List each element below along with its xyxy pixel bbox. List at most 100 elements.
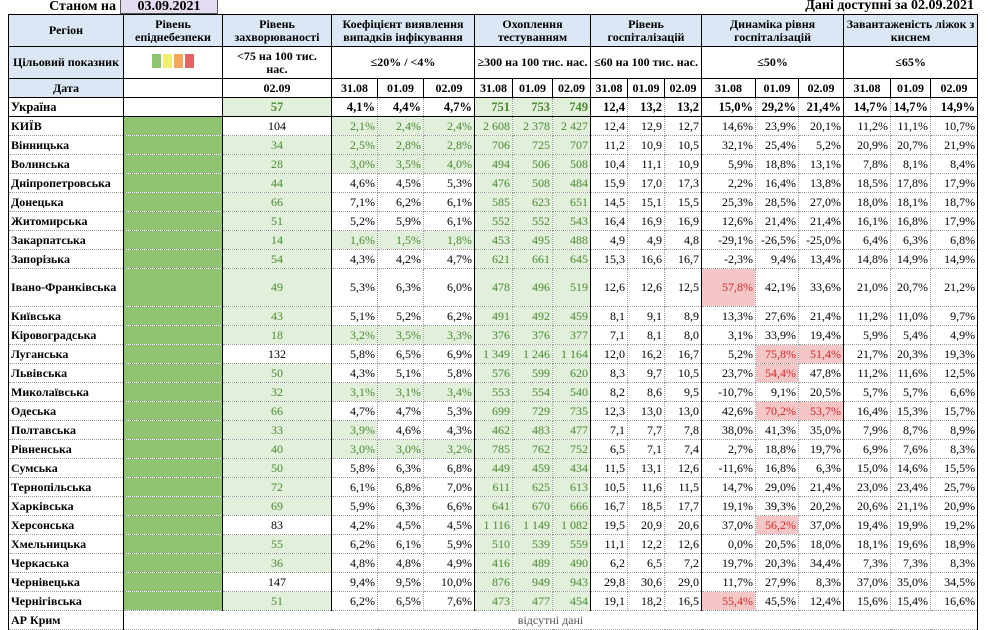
date-d3: 02.09: [798, 78, 845, 98]
as-of-label: Станом на: [49, 0, 116, 14]
hosp-cell: 16,2: [627, 344, 666, 364]
table-row: Полтавська 33 3,9% 4,6% 4,3% 462 483 477 7,1 7,7 7…: [8, 420, 979, 440]
testing-cell: 599: [512, 363, 554, 383]
hosp-cell: 11,5: [590, 458, 629, 478]
epid-level-cell: [123, 306, 223, 326]
epid-level-cell: [123, 97, 223, 117]
target-dyn: ≤50%: [701, 46, 845, 79]
dyn-cell: 34,4%: [798, 553, 845, 573]
region-name: Україна: [8, 97, 124, 117]
epid-level-cell: [123, 420, 223, 440]
testing-cell: 552: [512, 211, 554, 231]
testing-cell: 553: [474, 382, 514, 402]
beds-cell: 20,3%: [890, 344, 932, 364]
dyn-cell: 25,3%: [701, 192, 757, 212]
coeff-cell: 5,3%: [331, 268, 378, 307]
beds-cell: 19,2%: [930, 515, 979, 535]
hosp-cell: 15,3: [590, 249, 629, 269]
coeff-cell: 6,2%: [422, 306, 476, 326]
coeff-cell: 4,7%: [377, 401, 424, 421]
dyn-cell: 27,6%: [755, 306, 800, 326]
epid-level-cell: [123, 572, 223, 592]
beds-cell: 20,9%: [930, 496, 979, 516]
testing-cell: 506: [512, 154, 554, 174]
region-name: Дніпропетровська: [8, 173, 124, 193]
dyn-cell: 13,3%: [701, 306, 757, 326]
dyn-cell: 16,8%: [755, 458, 800, 478]
dyn-cell: 18,8%: [755, 154, 800, 174]
hosp-cell: 4,9: [590, 230, 629, 250]
dyn-cell: 6,3%: [798, 458, 845, 478]
region-name: Львівська: [8, 363, 124, 383]
dyn-cell: 5,2%: [701, 344, 757, 364]
coeff-cell: 6,8%: [377, 477, 424, 497]
testing-cell: 484: [552, 173, 592, 193]
incidence-cell: 50: [222, 363, 332, 383]
testing-cell: 490: [552, 553, 592, 573]
hosp-cell: 16,9: [664, 211, 703, 231]
beds-cell: 11,6%: [890, 363, 932, 383]
date-d2: 01.09: [627, 78, 666, 98]
dyn-cell: 53,7%: [798, 401, 845, 421]
testing-cell: 625: [512, 477, 554, 497]
hosp-cell: 10,5: [590, 477, 629, 497]
table-row: Луганська 132 5,8% 6,5% 6,9% 1 349 1 246 1 164 1…: [8, 344, 979, 364]
hosp-cell: 10,4: [590, 154, 629, 174]
beds-cell: 17,9%: [930, 173, 979, 193]
beds-cell: 21,1%: [890, 496, 932, 516]
table-row: Харківська 69 5,9% 6,3% 6,6% 641 670 666 16,7 18,…: [8, 496, 979, 516]
testing-cell: 621: [474, 249, 514, 269]
incidence-cell: 66: [222, 401, 332, 421]
testing-cell: 729: [512, 401, 554, 421]
beds-cell: 5,7%: [890, 382, 932, 402]
beds-cell: 6,8%: [930, 230, 979, 250]
dyn-cell: 8,3%: [798, 572, 845, 592]
dyn-cell: 20,5%: [798, 382, 845, 402]
testing-cell: 707: [552, 135, 592, 155]
epid-level-cell: [123, 249, 223, 269]
beds-cell: 21,7%: [843, 344, 892, 364]
dyn-cell: 3,1%: [701, 325, 757, 345]
header-incidence: Рівень захворюваності: [222, 14, 332, 47]
target-beds: ≤65%: [843, 46, 979, 79]
incidence-cell: 57: [222, 97, 332, 117]
testing-cell: 670: [512, 496, 554, 516]
beds-cell: 20,9%: [843, 135, 892, 155]
hosp-cell: 9,5: [664, 382, 703, 402]
coeff-cell: 6,6%: [422, 496, 476, 516]
table-row-crimea: АР Крим відсутні дані: [8, 610, 979, 630]
testing-cell: 749: [552, 97, 592, 117]
header-testing: Охоплення тестуванням: [474, 14, 592, 47]
coeff-cell: 2,8%: [377, 135, 424, 155]
header-dyn: Динаміка рівня госпіталізацій: [701, 14, 845, 47]
coeff-cell: 7,0%: [422, 477, 476, 497]
incidence-cell: 33: [222, 420, 332, 440]
region-name: Сумська: [8, 458, 124, 478]
coeff-cell: 1,8%: [422, 230, 476, 250]
beds-cell: 23,4%: [890, 477, 932, 497]
testing-cell: 735: [552, 401, 592, 421]
coeff-cell: 5,8%: [331, 344, 378, 364]
hosp-cell: 10,9: [664, 154, 703, 174]
hosp-cell: 19,5: [590, 515, 629, 535]
no-data-note: відсутні дані: [122, 610, 979, 630]
testing-cell: 661: [512, 249, 554, 269]
testing-cell: 449: [474, 458, 514, 478]
coeff-cell: 5,9%: [377, 211, 424, 231]
hosp-cell: 8,2: [590, 382, 629, 402]
beds-cell: 21,0%: [843, 268, 892, 307]
incidence-cell: 44: [222, 173, 332, 193]
dyn-cell: 27,0%: [798, 192, 845, 212]
epid-level-cell: [123, 363, 223, 383]
incidence-cell: 104: [222, 116, 332, 136]
hosp-cell: 6,2: [590, 553, 629, 573]
dyn-cell: 75,8%: [755, 344, 800, 364]
epid-level-cell: [123, 154, 223, 174]
coeff-cell: 6,1%: [422, 211, 476, 231]
coeff-cell: 2,4%: [377, 116, 424, 136]
region-name: Херсонська: [8, 515, 124, 535]
beds-cell: 11,2%: [843, 116, 892, 136]
hosp-cell: 20,9: [627, 515, 666, 535]
incidence-cell: 83: [222, 515, 332, 535]
table-row: Київська 43 5,1% 5,2% 6,2% 491 492 459 8,1 9,1 8,9…: [8, 306, 979, 326]
